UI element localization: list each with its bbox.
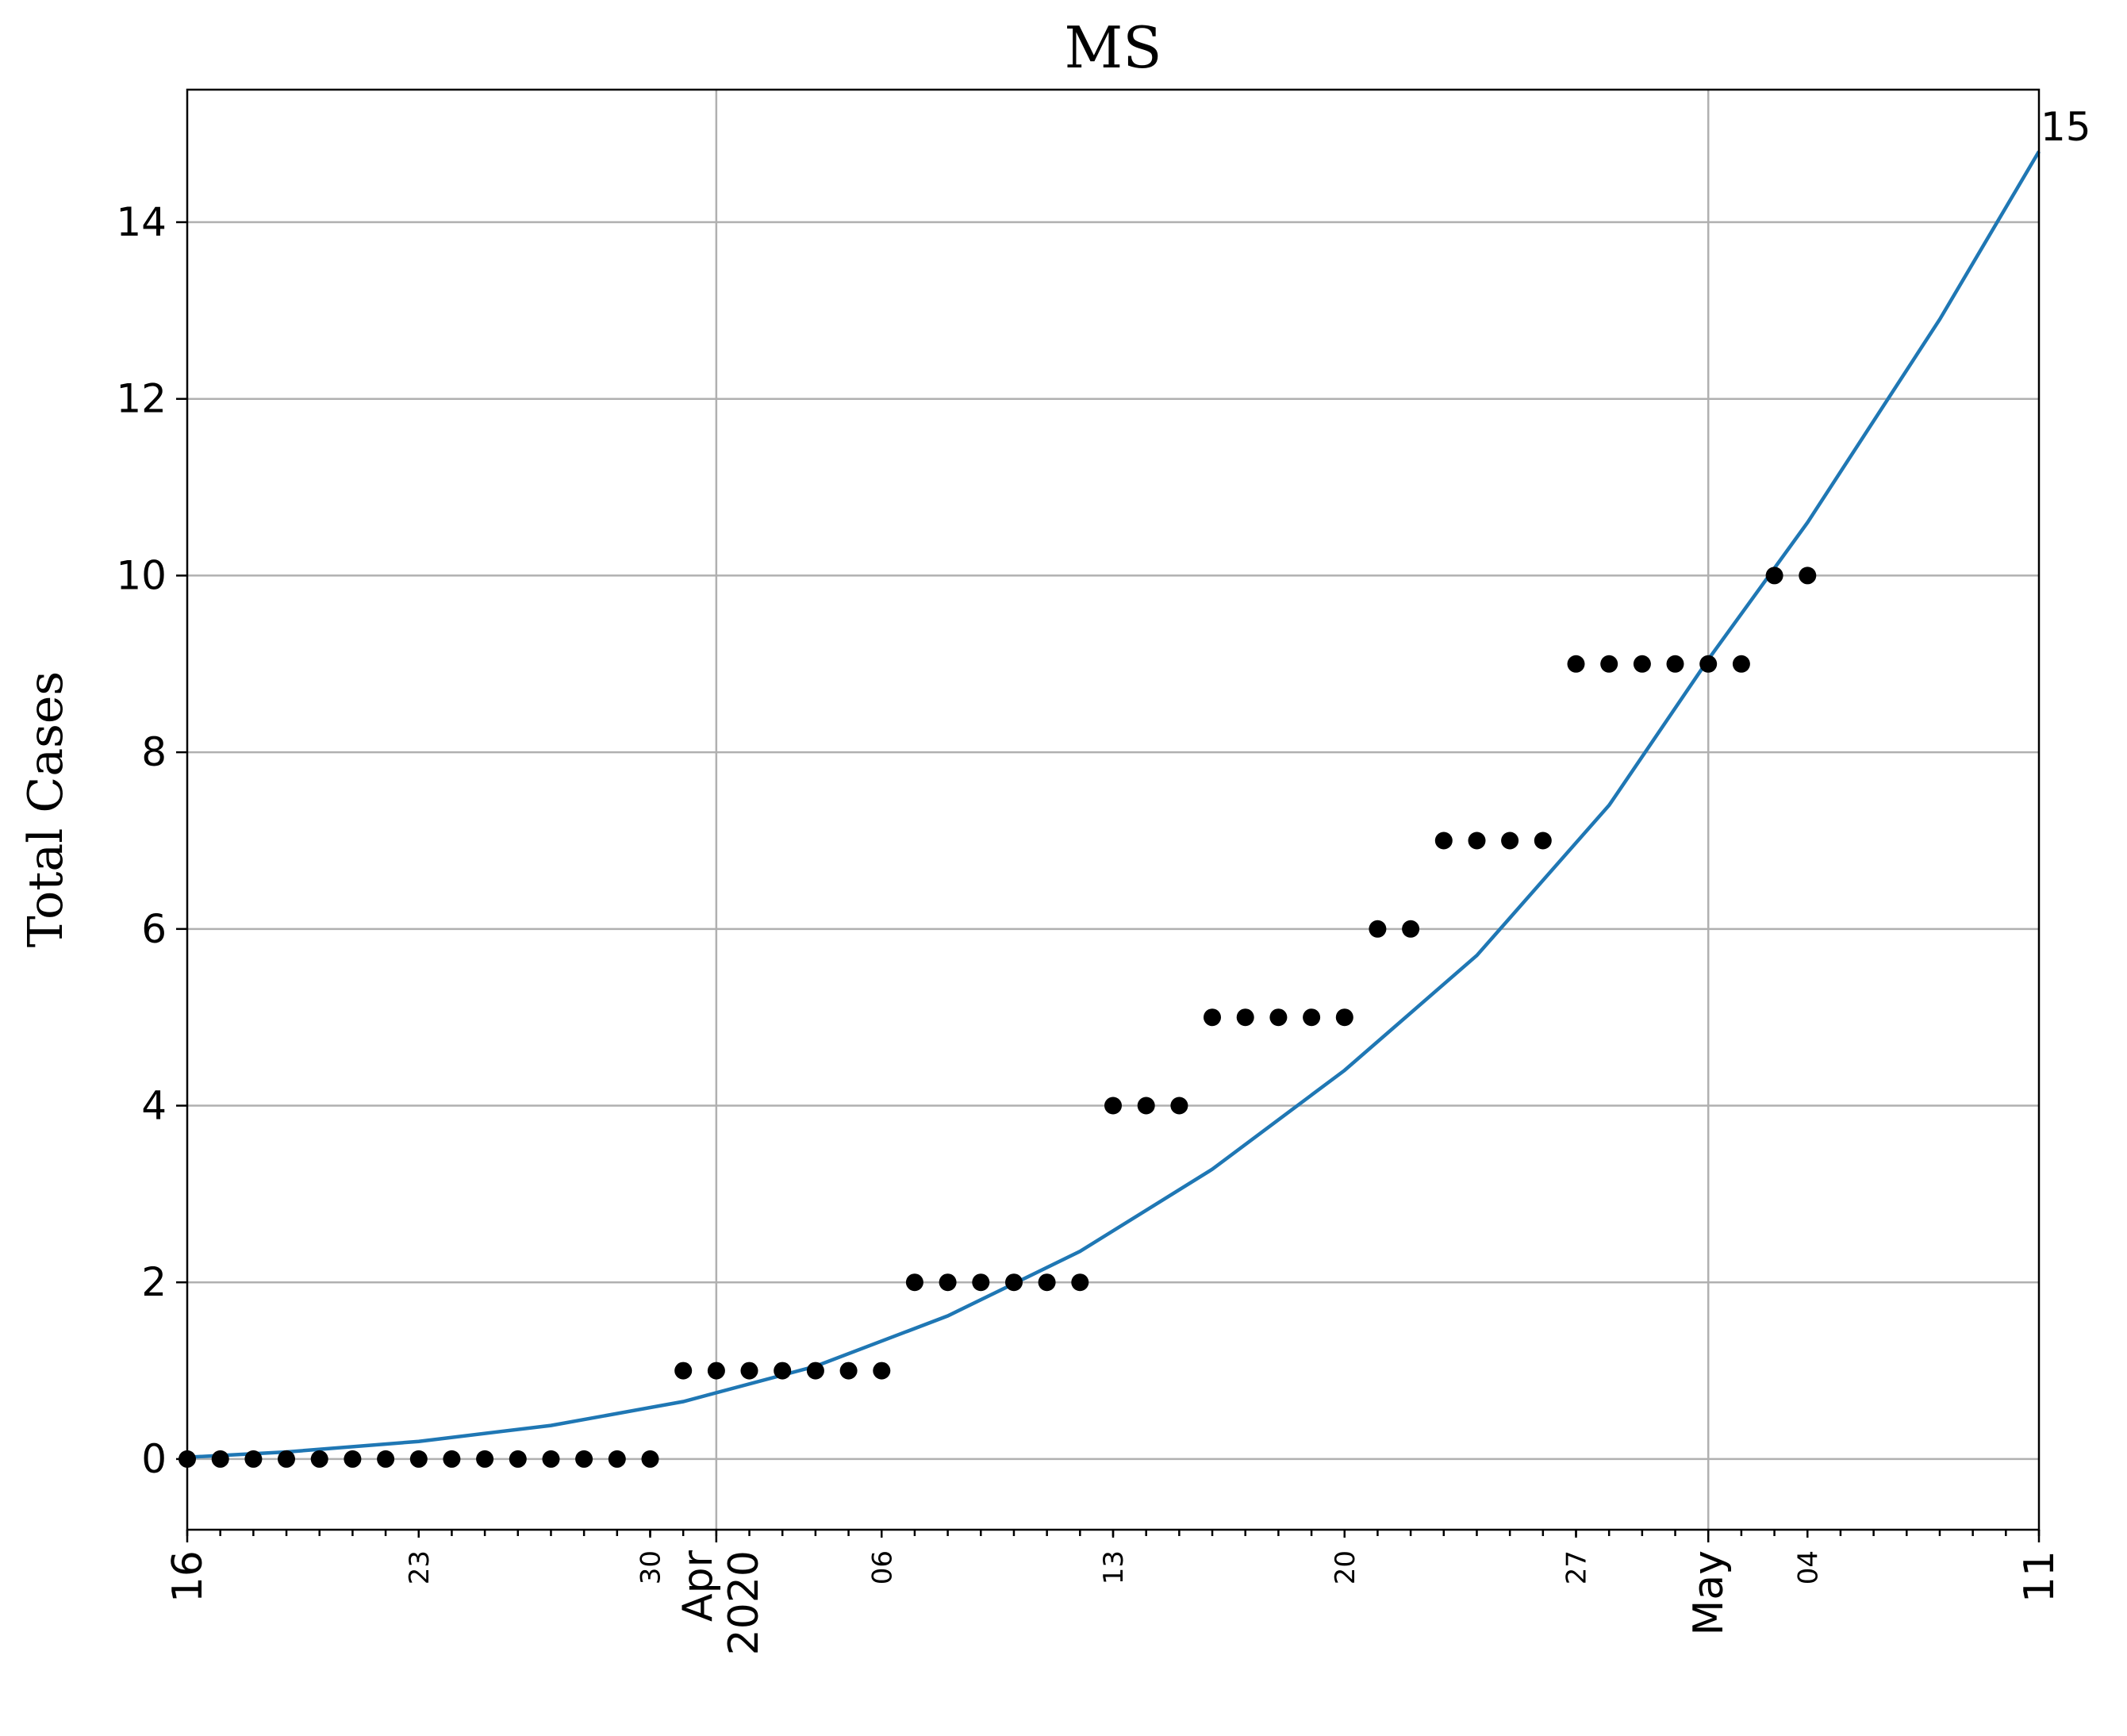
data-point bbox=[443, 1450, 461, 1468]
x-tick-label: 06 bbox=[866, 1550, 898, 1584]
data-point bbox=[476, 1450, 494, 1468]
data-point bbox=[674, 1362, 693, 1380]
data-point bbox=[1071, 1273, 1089, 1292]
data-point bbox=[1534, 832, 1552, 850]
data-point bbox=[1369, 920, 1387, 938]
data-point bbox=[1170, 1097, 1188, 1115]
data-point bbox=[344, 1450, 362, 1468]
data-point bbox=[575, 1450, 593, 1468]
grid-lines bbox=[187, 90, 2039, 1530]
data-point bbox=[1236, 1008, 1254, 1027]
data-point bbox=[1732, 655, 1750, 673]
data-point bbox=[244, 1450, 263, 1468]
data-point bbox=[608, 1450, 626, 1468]
data-point bbox=[1765, 567, 1783, 585]
data-point bbox=[1005, 1273, 1023, 1292]
data-point bbox=[1799, 567, 1817, 585]
data-point bbox=[1501, 832, 1519, 850]
y-tick-label: 12 bbox=[116, 376, 167, 422]
data-point bbox=[509, 1450, 527, 1468]
x-tick-label: Apr bbox=[674, 1550, 722, 1622]
data-point bbox=[1038, 1273, 1056, 1292]
data-point bbox=[707, 1362, 725, 1380]
data-point bbox=[641, 1450, 659, 1468]
data-point bbox=[1303, 1008, 1321, 1027]
x-tick-label: 23 bbox=[404, 1550, 436, 1584]
data-point bbox=[1335, 1008, 1353, 1027]
data-point bbox=[211, 1450, 229, 1468]
data-point bbox=[1468, 832, 1486, 850]
data-point bbox=[409, 1450, 428, 1468]
data-point bbox=[1204, 1008, 1221, 1027]
y-axis-label: Total Cases bbox=[18, 671, 74, 947]
x-tick-label: 2020 bbox=[720, 1550, 768, 1655]
y-tick-label: 4 bbox=[141, 1083, 167, 1129]
data-point bbox=[972, 1273, 990, 1292]
y-tick-label: 8 bbox=[141, 729, 167, 775]
y-axis-ticks: 0 2 4 6 8 10 12 14 bbox=[116, 199, 187, 1482]
data-point bbox=[310, 1450, 328, 1468]
x-tick-label: 27 bbox=[1561, 1550, 1593, 1584]
y-tick-label: 10 bbox=[116, 552, 167, 598]
y-tick-label: 0 bbox=[141, 1436, 167, 1482]
data-point bbox=[542, 1450, 560, 1468]
data-point bbox=[1104, 1097, 1122, 1115]
data-point bbox=[774, 1362, 792, 1380]
x-tick-label: May bbox=[1685, 1550, 1733, 1636]
y-tick-label: 2 bbox=[141, 1259, 167, 1305]
x-tick-label: 13 bbox=[1098, 1550, 1130, 1584]
plot-frame bbox=[186, 88, 2041, 1531]
data-point bbox=[1699, 655, 1718, 673]
data-point bbox=[1269, 1008, 1288, 1027]
data-point bbox=[1666, 655, 1684, 673]
data-points bbox=[179, 567, 1817, 1468]
y-tick-label: 6 bbox=[141, 906, 167, 952]
data-point bbox=[839, 1362, 858, 1380]
annotations: 15 bbox=[2041, 104, 2091, 150]
data-point bbox=[905, 1273, 923, 1292]
x-tick-label: 11 bbox=[2016, 1550, 2064, 1603]
data-point bbox=[1600, 655, 1618, 673]
data-point bbox=[377, 1450, 395, 1468]
x-tick-label: 16 bbox=[164, 1550, 212, 1603]
chart-title: MS bbox=[1064, 14, 1161, 81]
data-point bbox=[1633, 655, 1651, 673]
data-point bbox=[278, 1450, 295, 1468]
data-point bbox=[1402, 920, 1420, 938]
x-tick-label: 20 bbox=[1330, 1550, 1361, 1584]
x-tick-label: 04 bbox=[1792, 1550, 1824, 1584]
y-tick-label: 14 bbox=[116, 199, 167, 245]
data-point bbox=[1137, 1097, 1155, 1115]
data-point bbox=[740, 1362, 758, 1380]
data-point bbox=[873, 1362, 891, 1380]
x-tick-label: 30 bbox=[635, 1550, 667, 1584]
data-point bbox=[806, 1362, 824, 1380]
fit-curve bbox=[186, 150, 2041, 1459]
data-point bbox=[1567, 655, 1585, 673]
data-point bbox=[1434, 832, 1453, 850]
data-point bbox=[939, 1273, 957, 1292]
end-value-annotation: 15 bbox=[2041, 104, 2091, 150]
